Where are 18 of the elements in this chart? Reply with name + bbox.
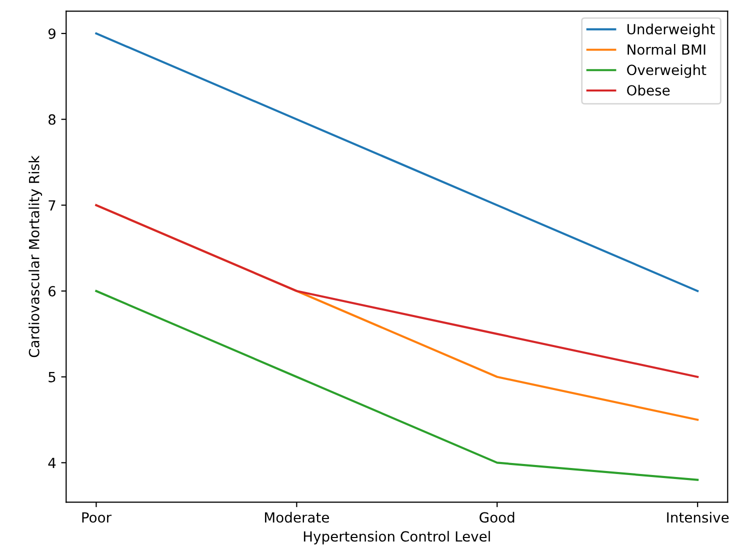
y-tick-label: 8 [48, 114, 56, 125]
y-tick-label: 6 [48, 286, 56, 296]
legend-label: Overweight [627, 64, 706, 78]
x-tick-label: Moderate [265, 512, 329, 523]
legend-label: Underweight [627, 24, 715, 38]
x-tick-label: Poor [82, 512, 112, 523]
x-tick-label: Intensive [667, 512, 729, 523]
y-axis-title: Cardiovascular Mortality Risk [28, 155, 42, 358]
y-tick-label: 9 [48, 28, 56, 39]
y-tick-label: 7 [48, 200, 56, 210]
line-series [95, 290, 699, 481]
legend-label: Obese [627, 84, 670, 96]
line-series [95, 204, 699, 378]
legend-label: Normal BMI [628, 44, 706, 55]
y-tick-label: 4 [48, 458, 56, 468]
y-tick-label: 5 [48, 372, 56, 382]
x-tick-label: Good [480, 512, 514, 523]
x-axis-title: Hypertension Control Level [304, 530, 490, 544]
